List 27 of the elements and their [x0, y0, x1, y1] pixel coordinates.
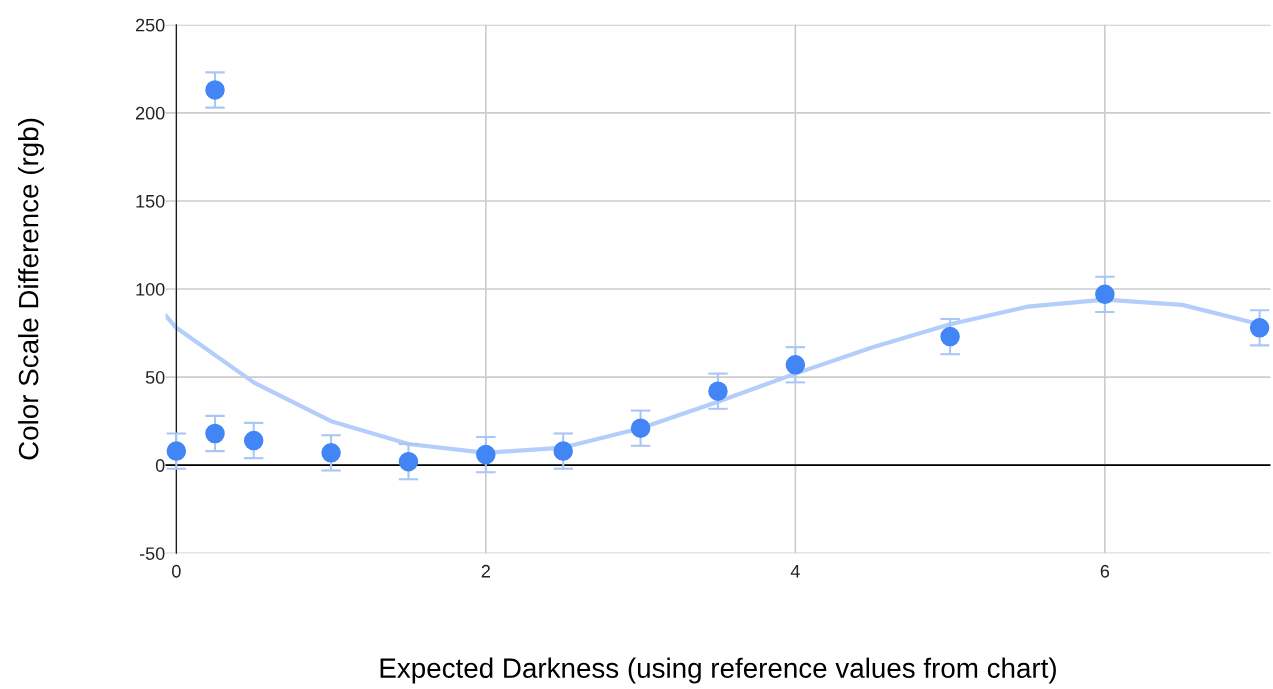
point — [205, 423, 225, 444]
point — [1249, 318, 1270, 338]
y-tick-label: 50 — [145, 371, 165, 384]
point — [476, 444, 496, 465]
y-tick-label: 0 — [155, 459, 165, 472]
point — [708, 381, 728, 401]
point — [940, 326, 960, 347]
y-tick-label: 100 — [136, 282, 165, 296]
y-tick-label: -50 — [139, 547, 165, 560]
point — [321, 443, 341, 463]
point — [205, 80, 225, 100]
point — [630, 418, 651, 438]
point — [553, 441, 573, 461]
x-axis-title: Expected Darkness (using reference values from chart) — [380, 657, 1056, 684]
point — [785, 355, 806, 375]
y-tick-label: 200 — [136, 106, 165, 120]
y-axis-title: Color Scale Difference (rgb) — [18, 118, 44, 460]
point — [1095, 284, 1115, 305]
y-tick-label: 250 — [136, 18, 165, 32]
point — [243, 430, 264, 451]
x-tick-label: 4 — [790, 565, 800, 578]
point — [398, 451, 419, 472]
y-tick-label: 150 — [136, 194, 165, 208]
x-tick-label: 6 — [1100, 564, 1110, 578]
point — [166, 441, 187, 461]
x-tick-label: 2 — [481, 564, 490, 578]
x-tick-label: 0 — [172, 564, 181, 578]
